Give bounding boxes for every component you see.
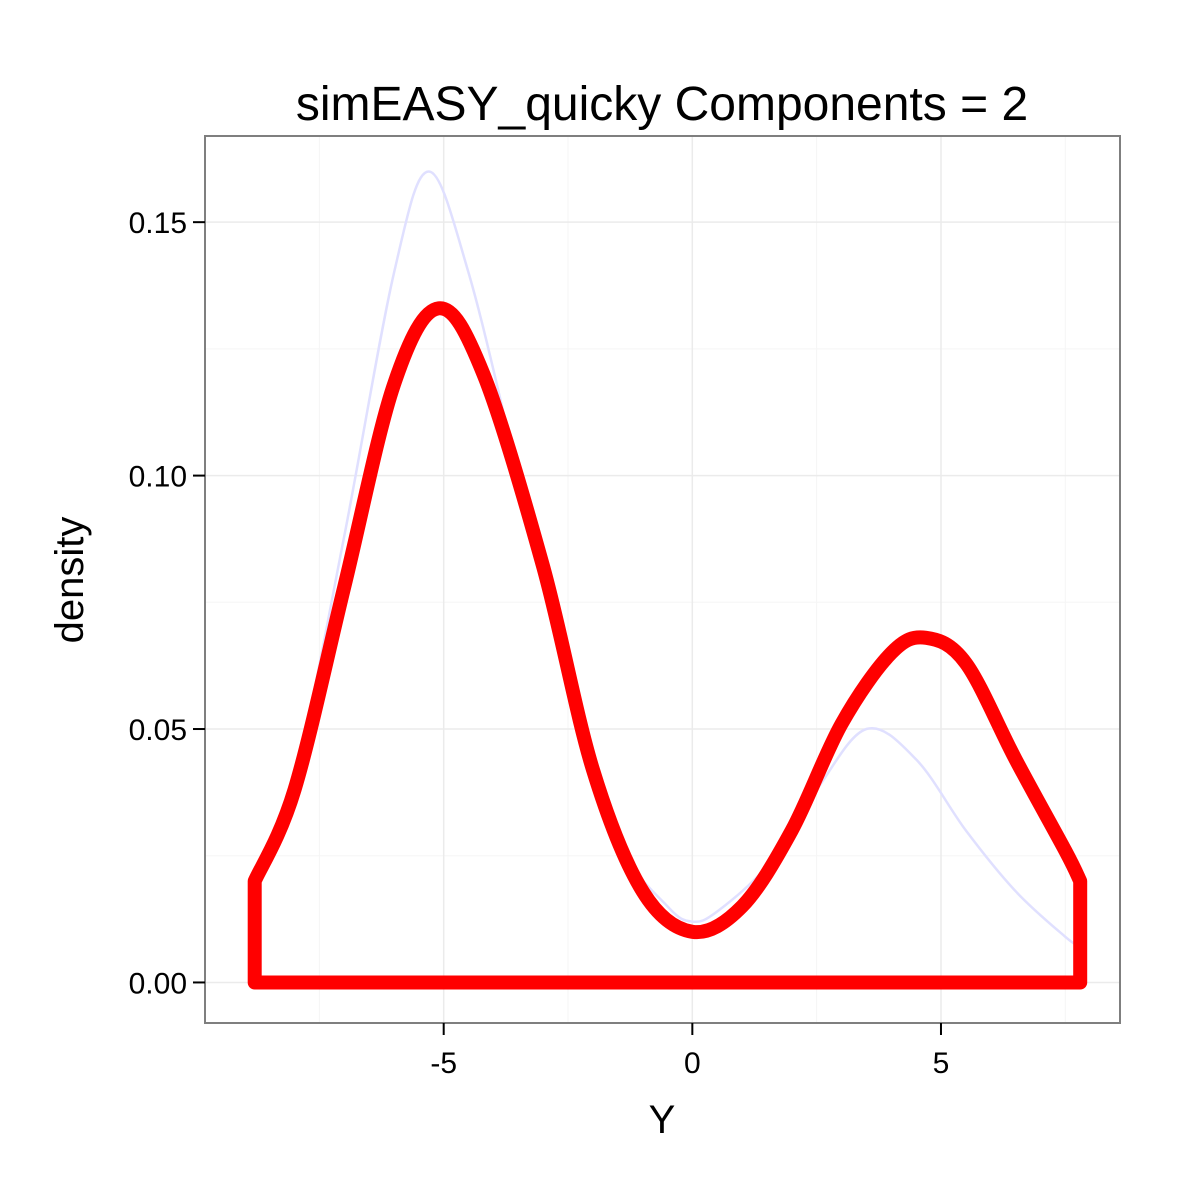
y-tick-label: 0.05 bbox=[129, 714, 187, 747]
y-tick-label: 0.00 bbox=[129, 967, 187, 1000]
plot-panel bbox=[204, 135, 1121, 1024]
density-series-line-0 bbox=[253, 170, 1081, 949]
y-tick-label: 0.10 bbox=[129, 461, 187, 494]
y-axis-title: density bbox=[48, 517, 92, 644]
chart-title: simEASY_quicky Components = 2 bbox=[296, 78, 1028, 131]
y-tick-label: 0.15 bbox=[129, 207, 187, 240]
series-layer bbox=[247, 170, 1088, 990]
x-tick-label: 5 bbox=[933, 1047, 950, 1080]
x-axis-title: Y bbox=[649, 1098, 676, 1142]
x-tick-label: -5 bbox=[430, 1047, 457, 1080]
x-tick-label: 0 bbox=[684, 1047, 701, 1080]
axes: -5 0 5 0.00 0.05 0.10 0.15 bbox=[129, 207, 950, 1080]
density-series-line-1 bbox=[247, 301, 1088, 990]
